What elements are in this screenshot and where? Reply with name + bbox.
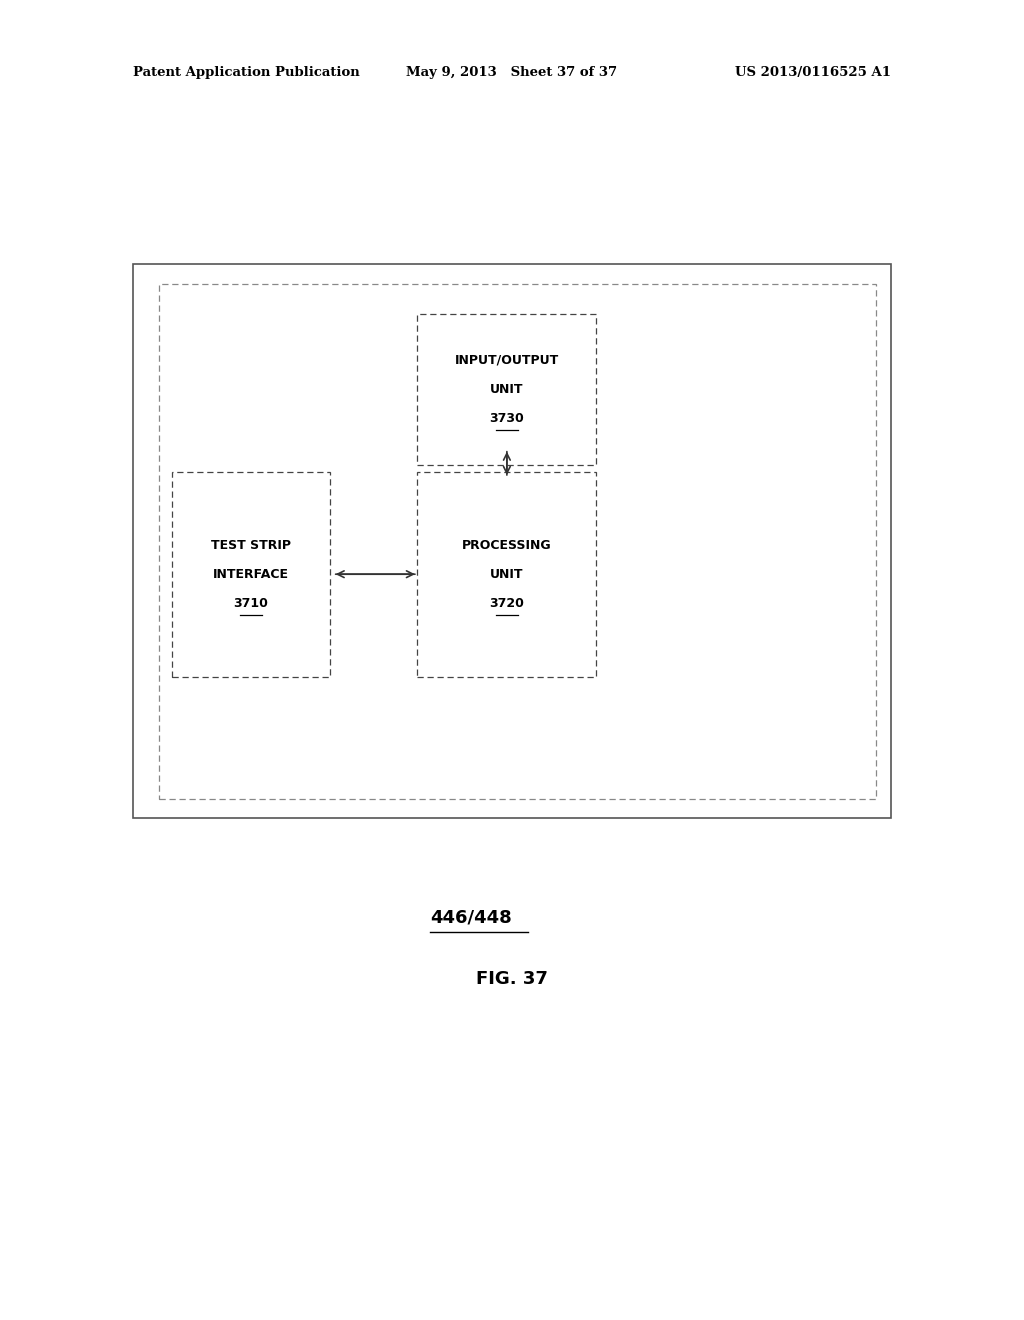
- Bar: [133, 264, 891, 818]
- Text: US 2013/0116525 A1: US 2013/0116525 A1: [735, 66, 891, 79]
- Text: INTERFACE: INTERFACE: [213, 568, 289, 581]
- Text: UNIT: UNIT: [490, 383, 523, 396]
- Text: UNIT: UNIT: [490, 568, 523, 581]
- Text: Patent Application Publication: Patent Application Publication: [133, 66, 359, 79]
- Text: INPUT/OUTPUT: INPUT/OUTPUT: [455, 354, 559, 367]
- Text: FIG. 37: FIG. 37: [476, 970, 548, 989]
- Text: PROCESSING: PROCESSING: [462, 539, 552, 552]
- Text: 446/448: 446/448: [430, 908, 512, 927]
- Bar: [418, 473, 596, 677]
- Bar: [171, 473, 330, 677]
- Text: 3730: 3730: [489, 412, 524, 425]
- Text: May 9, 2013   Sheet 37 of 37: May 9, 2013 Sheet 37 of 37: [407, 66, 617, 79]
- Bar: [159, 284, 876, 799]
- Bar: [418, 314, 596, 466]
- Text: TEST STRIP: TEST STRIP: [211, 539, 291, 552]
- Text: 3720: 3720: [489, 597, 524, 610]
- Text: 3710: 3710: [233, 597, 268, 610]
